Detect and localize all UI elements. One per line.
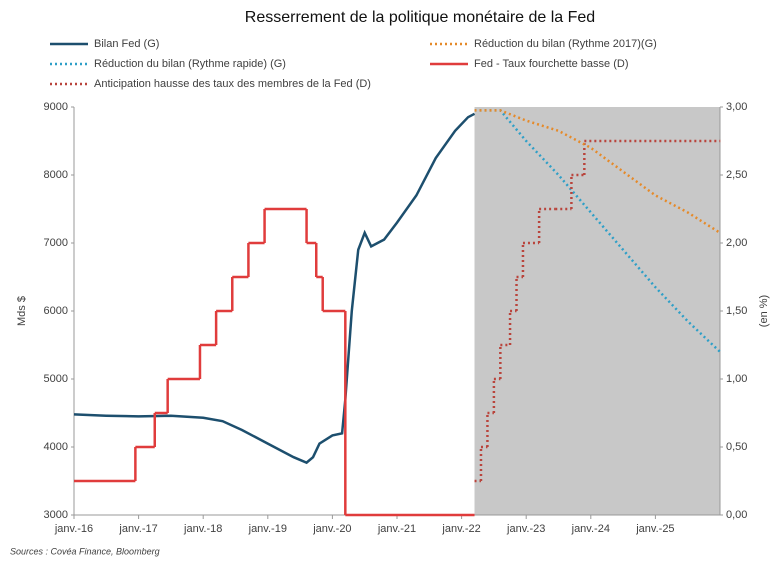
x-tick-label: janv.-23	[506, 523, 545, 535]
y2-tick-label: 3,00	[726, 101, 747, 113]
y2-tick-label: 1,50	[726, 305, 747, 317]
legend-label: Anticipation hausse des taux des membres…	[94, 78, 371, 90]
source: Sources : Covéa Finance, Bloomberg	[10, 546, 160, 556]
y-tick-label: 3000	[44, 509, 68, 521]
y-tick-label: 4000	[44, 441, 68, 453]
y2-axis-label: (en %)	[758, 295, 770, 327]
series-line	[73, 112, 476, 465]
y-tick-label: 8000	[44, 169, 68, 181]
y-tick-label: 5000	[44, 373, 68, 385]
y2-tick-label: 1,00	[726, 373, 747, 385]
chart-title: Resserrement de la politique monétaire d…	[245, 9, 595, 26]
x-tick-label: janv.-24	[571, 523, 610, 535]
y2-tick-label: 2,50	[726, 169, 747, 181]
y2-tick-label: 0,00	[726, 509, 747, 521]
legend-label: Réduction du bilan (Rythme 2017)(G)	[474, 38, 657, 50]
y-tick-label: 6000	[44, 305, 68, 317]
y-axis-label: Mds $	[16, 296, 28, 326]
x-tick-label: janv.-25	[635, 523, 674, 535]
x-tick-label: janv.-18	[183, 523, 222, 535]
x-tick-label: janv.-21	[377, 523, 416, 535]
y-tick-label: 9000	[44, 101, 68, 113]
x-tick-label: janv.-19	[248, 523, 287, 535]
series-line	[474, 109, 721, 234]
y2-tick-label: 2,00	[726, 237, 747, 249]
x-tick-label: janv.-17	[118, 523, 157, 535]
y2-tick-label: 0,50	[726, 441, 747, 453]
y-tick-label: 7000	[44, 237, 68, 249]
x-tick-label: janv.-22	[441, 523, 480, 535]
legend-label: Fed - Taux fourchette basse (D)	[474, 58, 628, 70]
x-tick-label: janv.-20	[312, 523, 351, 535]
x-tick-label: janv.-16	[54, 523, 93, 535]
legend-label: Réduction du bilan (Rythme rapide) (G)	[94, 58, 286, 70]
legend-label: Bilan Fed (G)	[94, 38, 159, 50]
